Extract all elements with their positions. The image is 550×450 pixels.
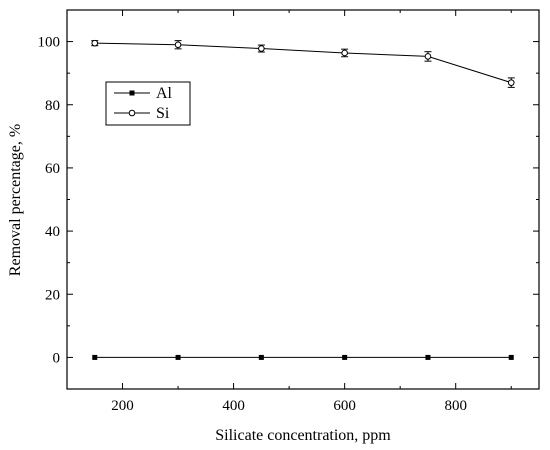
data-point-si xyxy=(341,49,348,57)
data-point-al xyxy=(425,354,431,360)
legend-marker-al xyxy=(129,90,135,96)
x-tick-label: 200 xyxy=(111,398,134,414)
y-tick-label: 20 xyxy=(45,287,60,303)
data-point-al xyxy=(92,354,98,360)
x-tick-label: 800 xyxy=(444,398,467,414)
plot-frame xyxy=(66,9,540,390)
y-tick-label: 100 xyxy=(38,35,61,51)
y-tick-label: 40 xyxy=(45,224,60,240)
series-line-si xyxy=(94,42,512,84)
legend-marker-si xyxy=(128,109,136,117)
y-axis-title: Removal percentage, % xyxy=(7,124,24,276)
x-axis-title: Silicate concentration, ppm xyxy=(215,427,391,444)
data-point-si xyxy=(91,39,99,47)
data-point-al xyxy=(175,354,181,360)
legend: Al Si xyxy=(105,81,191,126)
y-tick-label: 60 xyxy=(45,161,60,177)
data-point-si xyxy=(424,53,432,60)
y-tick-label: 80 xyxy=(45,98,60,114)
data-point-al xyxy=(342,354,348,360)
data-point-al xyxy=(508,354,514,360)
x-tick-label: 400 xyxy=(222,398,245,414)
axis-ticks: 200 400 600 800 0 20 40 60 80 100 xyxy=(38,9,539,414)
data-point-si xyxy=(507,79,515,86)
x-tick-label: 600 xyxy=(333,398,356,414)
data-series xyxy=(91,39,515,360)
y-tick-label: 0 xyxy=(53,350,61,366)
legend-label-si: Si xyxy=(156,105,170,122)
legend-label-al: Al xyxy=(156,85,173,102)
data-point-si xyxy=(258,45,265,52)
data-point-al xyxy=(258,354,264,360)
data-point-si xyxy=(174,41,182,49)
legend-box xyxy=(105,81,191,126)
